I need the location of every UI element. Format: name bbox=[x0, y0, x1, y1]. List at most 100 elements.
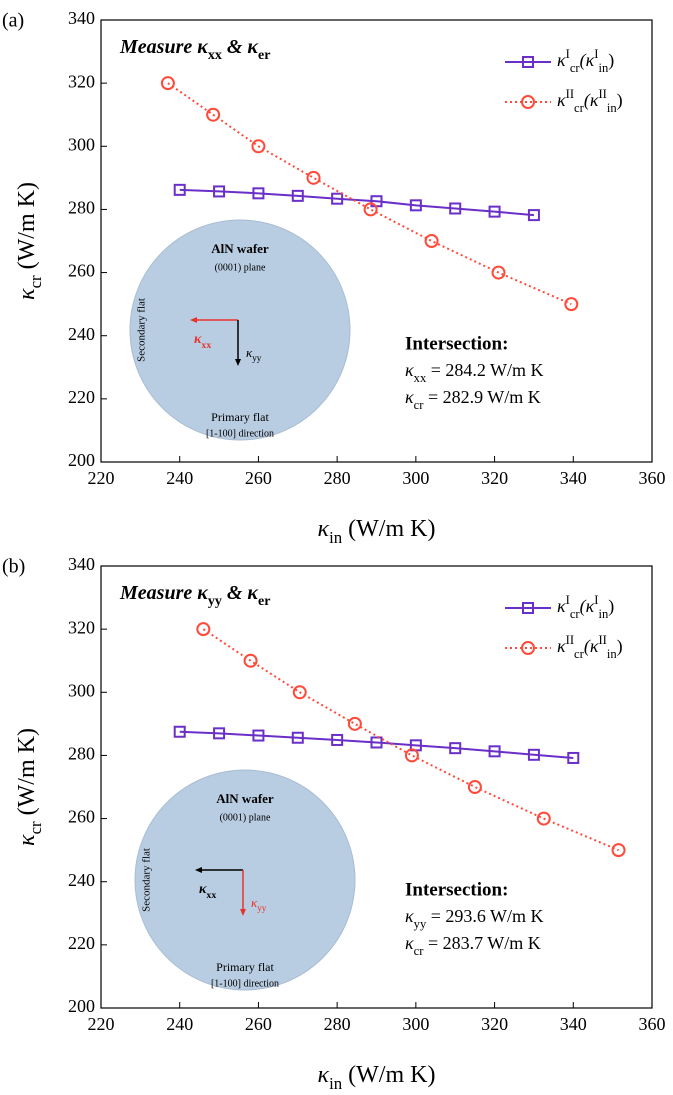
legend-label-part: I bbox=[566, 593, 570, 607]
marker bbox=[213, 185, 226, 198]
x-tick-label: 340 bbox=[560, 1014, 587, 1034]
x-axis-label-part: in bbox=[329, 1074, 343, 1093]
marker bbox=[488, 205, 501, 218]
y-tick-label: 300 bbox=[68, 134, 95, 154]
wafer-bottom: Primary flat bbox=[216, 960, 274, 974]
marker bbox=[488, 745, 501, 758]
y-tick-label: 220 bbox=[68, 933, 95, 953]
x-tick-label: 280 bbox=[324, 468, 351, 488]
legend-label-part: κ bbox=[557, 596, 566, 616]
intersection-line: κcr = 282.9 W/m K bbox=[405, 387, 541, 412]
arrow-h-label: κxx bbox=[194, 332, 211, 351]
marker bbox=[252, 729, 265, 742]
y-axis-label-part: κ bbox=[14, 834, 40, 846]
arrow-v-head bbox=[240, 909, 246, 916]
y-tick-label: 340 bbox=[68, 554, 95, 574]
marker bbox=[252, 187, 265, 200]
plot-frame bbox=[100, 19, 653, 463]
intersection-line: κcr = 283.7 W/m K bbox=[405, 933, 541, 958]
arrow-v-label-part: yy bbox=[257, 903, 267, 913]
legend-label-part: cr bbox=[570, 61, 581, 75]
chart-title-part: er bbox=[258, 594, 270, 609]
x-axis-label-part: κ bbox=[318, 1062, 330, 1088]
intersection-line-part: = 282.9 W/m K bbox=[423, 387, 540, 407]
intersection-line-part: xx bbox=[414, 371, 427, 385]
y-tick-label: 320 bbox=[68, 617, 95, 637]
arrow-v-label-part: κ bbox=[251, 895, 258, 910]
intersection-line-part: κ bbox=[405, 360, 414, 380]
y-tick-label: 280 bbox=[68, 744, 95, 764]
intersection-line-part: κ bbox=[405, 933, 414, 953]
y-tick-label: 260 bbox=[68, 261, 95, 281]
chart-title-part: Measure κ bbox=[119, 36, 208, 58]
chart-title: Measure κyy & κer bbox=[119, 582, 270, 609]
arrow-v-label-part: κ bbox=[246, 345, 253, 360]
marker bbox=[527, 748, 540, 761]
wafer-direction: [1-100] direction bbox=[211, 978, 279, 989]
arrow-h-label-part: xx bbox=[201, 340, 211, 351]
marker bbox=[370, 736, 383, 749]
wafer-bottom: Primary flat bbox=[211, 410, 269, 424]
x-tick-label: 240 bbox=[166, 1014, 193, 1034]
marker bbox=[291, 189, 304, 202]
legend-label-part: in bbox=[607, 101, 617, 115]
marker bbox=[331, 192, 344, 205]
y-axis-label: κcr (W/m K) bbox=[14, 728, 46, 846]
legend-label-part: ) bbox=[617, 90, 623, 111]
x-tick-label: 300 bbox=[402, 1014, 429, 1034]
intersection-line-part: yy bbox=[414, 917, 427, 931]
y-axis-label-part: cr bbox=[26, 275, 45, 288]
y-axis-label-part: (W/m K) bbox=[14, 728, 40, 821]
legend-label-part: in bbox=[598, 61, 608, 75]
marker bbox=[404, 748, 419, 763]
y-axis-label-part: (W/m K) bbox=[14, 182, 40, 275]
y-tick-label: 220 bbox=[68, 387, 95, 407]
wafer-side: Secondary flat bbox=[136, 298, 148, 362]
x-tick-label: 220 bbox=[88, 468, 115, 488]
wafer-title: AlN wafer bbox=[211, 241, 269, 256]
wafer-side: Secondary flat bbox=[141, 848, 153, 912]
legend-label-part: cr bbox=[574, 101, 585, 115]
plot-frame bbox=[100, 565, 653, 1009]
x-tick-label: 300 bbox=[402, 468, 429, 488]
marker bbox=[467, 780, 482, 794]
marker bbox=[409, 199, 422, 212]
x-axis-label-part: (W/m K) bbox=[342, 516, 435, 542]
y-tick-label: 240 bbox=[68, 870, 95, 890]
legend-marker bbox=[522, 56, 534, 68]
x-axis-label-part: in bbox=[329, 528, 343, 547]
marker bbox=[567, 751, 580, 764]
panel-label: (a) bbox=[2, 10, 24, 32]
y-tick-label: 240 bbox=[68, 324, 95, 344]
legend-label-part: ) bbox=[617, 636, 623, 657]
arrow-v-head bbox=[235, 359, 241, 366]
arrow-h-head bbox=[195, 867, 202, 873]
marker bbox=[251, 139, 266, 154]
legend-label-part: in bbox=[607, 647, 617, 661]
wafer-plane: (0001) plane bbox=[215, 262, 266, 273]
legend-label: κIcr(κIin) bbox=[557, 593, 614, 621]
x-tick-label: 320 bbox=[481, 468, 508, 488]
legend-label-part: cr bbox=[570, 607, 581, 621]
chart-title-part: xx bbox=[208, 48, 222, 63]
x-tick-label: 320 bbox=[481, 1014, 508, 1034]
x-tick-label: 340 bbox=[560, 468, 587, 488]
marker bbox=[173, 725, 186, 738]
y-axis-label-part: cr bbox=[26, 821, 45, 834]
marker bbox=[196, 622, 211, 637]
legend-label-part: (κ bbox=[584, 90, 599, 111]
legend-label-part: I bbox=[566, 47, 570, 61]
chart-title-part: er bbox=[258, 48, 270, 63]
legend-marker bbox=[522, 602, 534, 614]
x-axis-label: κin (W/m K) bbox=[318, 1062, 436, 1094]
x-tick-label: 360 bbox=[639, 1014, 666, 1034]
y-tick-label: 280 bbox=[68, 198, 95, 218]
wafer-plane: (0001) plane bbox=[220, 812, 271, 823]
arrow-v-label-part: yy bbox=[252, 353, 262, 363]
chart-title-part: & κ bbox=[222, 36, 259, 58]
x-axis-label-part: κ bbox=[318, 516, 330, 542]
x-tick-label: 280 bbox=[324, 1014, 351, 1034]
marker bbox=[160, 76, 175, 91]
marker bbox=[331, 733, 344, 746]
wafer bbox=[134, 769, 356, 991]
